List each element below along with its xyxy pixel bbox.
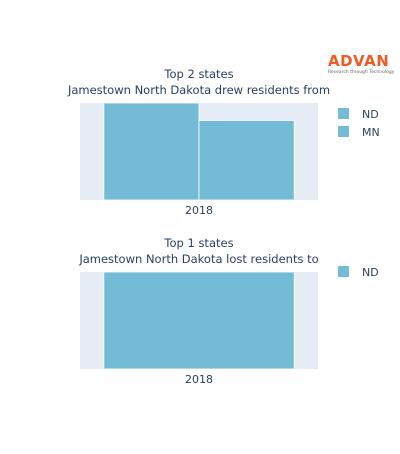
- logo-tagline: Research through Technology: [328, 70, 395, 75]
- chart-1-legend-swatch-nd: [338, 108, 349, 119]
- logo-name: ADVAN: [328, 52, 390, 70]
- chart-1-bar-mn: [198, 120, 295, 201]
- chart-2-subtitle: Jamestown North Dakota lost residents to: [78, 252, 318, 266]
- chart-1-title: Top 2 states: [163, 67, 233, 81]
- chart-1-legend-label-mn: MN: [362, 126, 380, 139]
- chart-1-subtitle: Jamestown North Dakota drew residents fr…: [67, 83, 330, 97]
- chart-1-legend-swatch-mn: [338, 126, 349, 137]
- chart-1-bar-nd: [103, 102, 200, 201]
- advan-logo: ADVAN Research through Technology: [328, 54, 394, 78]
- chart-2-title: Top 1 states: [163, 236, 233, 250]
- chart-2-x-tick-label: 2018: [185, 373, 213, 386]
- chart-2-bar-nd: [103, 271, 295, 370]
- chart-1-legend-label-nd: ND: [362, 108, 379, 121]
- chart-2-legend-swatch-nd: [338, 266, 349, 277]
- chart-1-x-tick-label: 2018: [185, 204, 213, 217]
- chart-2-legend-label-nd: ND: [362, 266, 379, 279]
